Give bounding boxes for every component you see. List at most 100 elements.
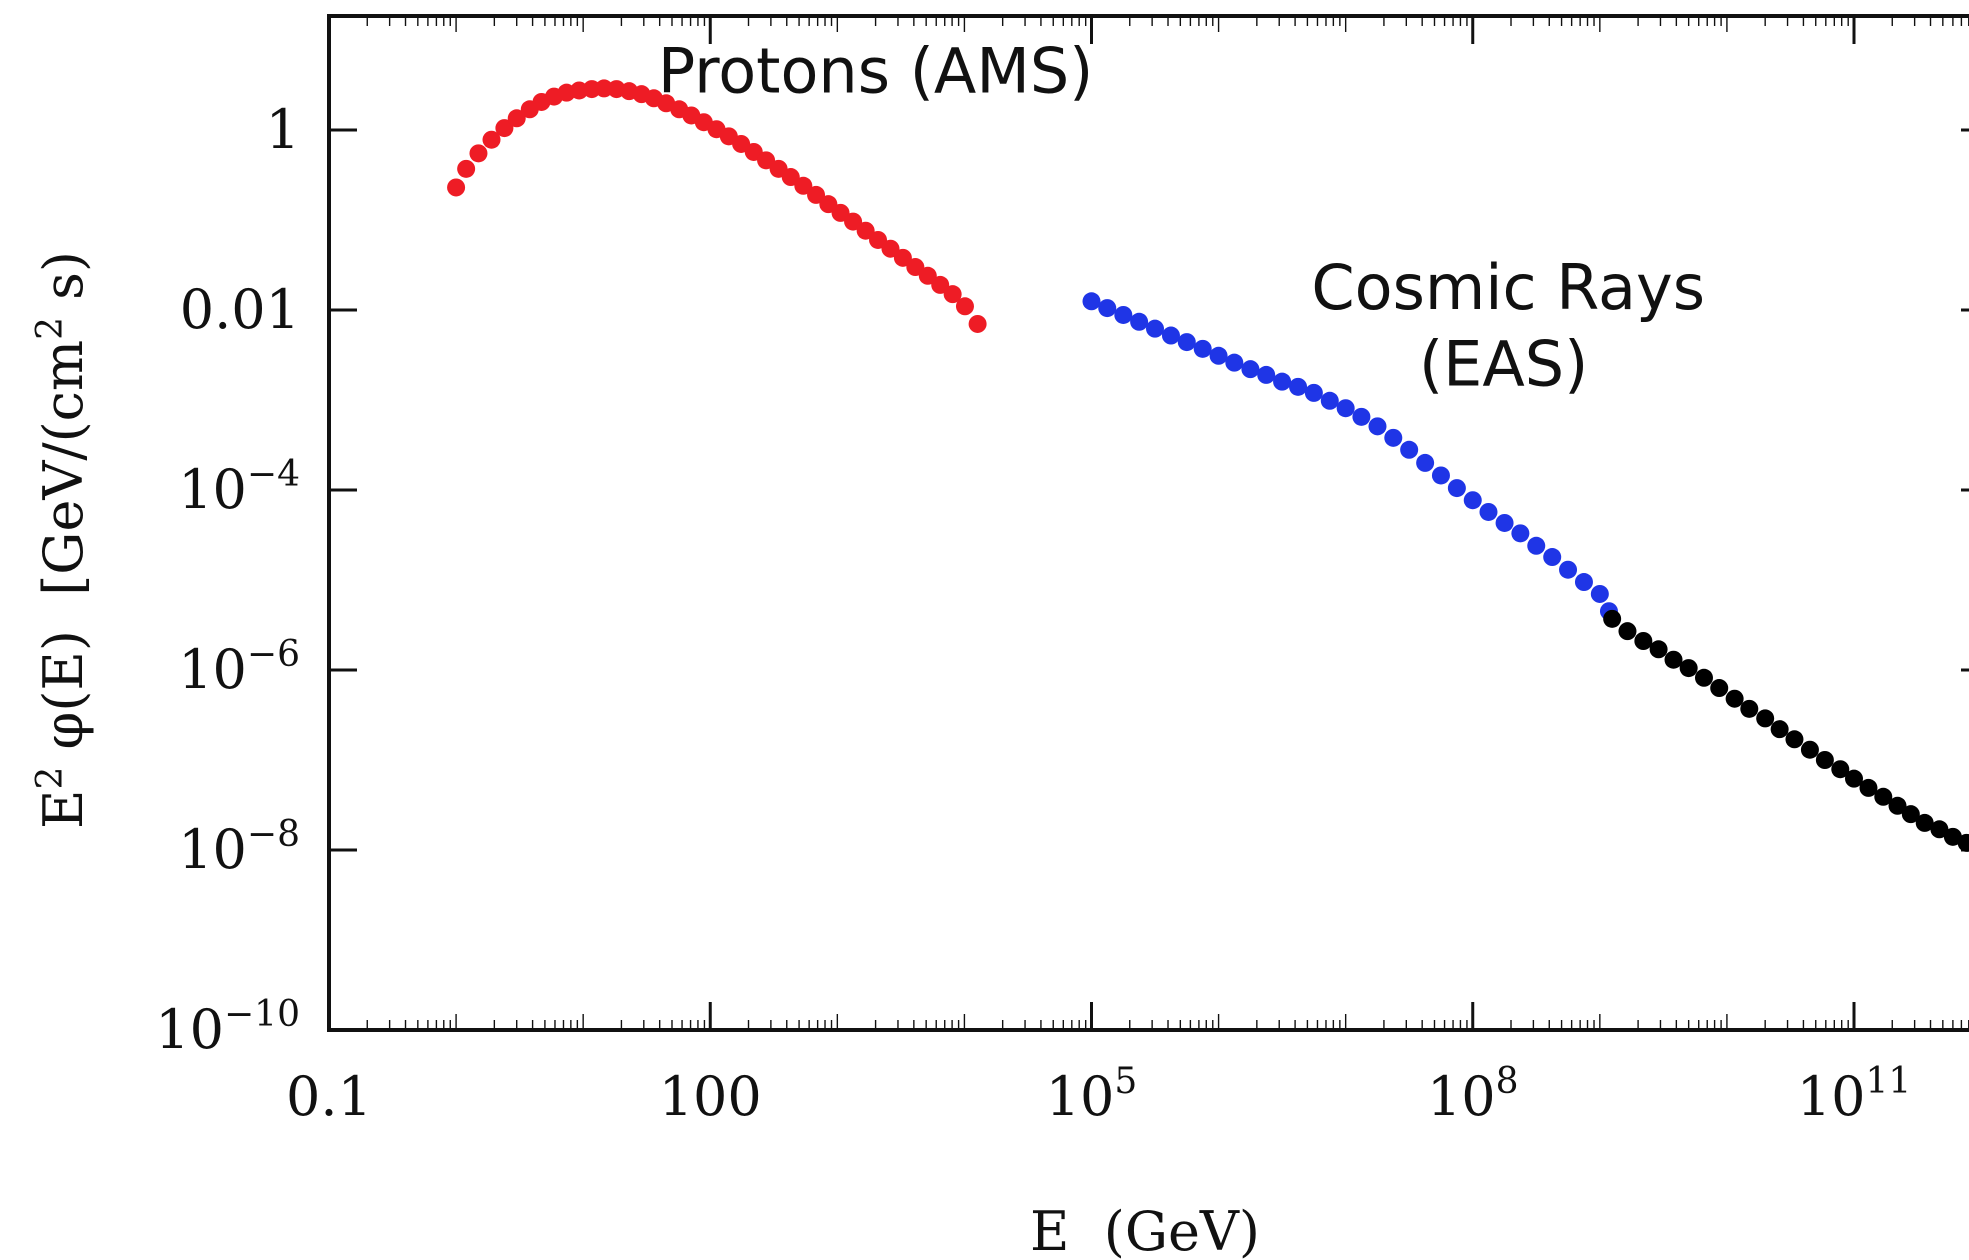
y-tick-label-base: 10 bbox=[155, 998, 224, 1061]
x-tick-label-base: 10 bbox=[1797, 1065, 1866, 1128]
x-tick-label: 108 bbox=[1427, 1061, 1519, 1128]
y-tick-label-exp: −10 bbox=[224, 994, 300, 1035]
data-point bbox=[931, 275, 950, 294]
data-point bbox=[1915, 813, 1934, 832]
data-point bbox=[1740, 699, 1759, 718]
x-tick-label-exp: 11 bbox=[1865, 1061, 1911, 1102]
data-point bbox=[1874, 787, 1893, 806]
data-point bbox=[457, 159, 476, 178]
data-point bbox=[807, 185, 826, 204]
data-point bbox=[1161, 326, 1180, 345]
data-point bbox=[968, 314, 987, 333]
data-point bbox=[1193, 339, 1212, 358]
x-tick-label: 0.1 bbox=[286, 1065, 372, 1128]
x-tick-label-exp: 8 bbox=[1496, 1061, 1519, 1102]
data-point bbox=[781, 168, 800, 187]
y-tick-label: 10−8 bbox=[178, 814, 300, 881]
y-tick-label: 10−6 bbox=[178, 634, 300, 701]
y-tick-label: 10−10 bbox=[155, 994, 300, 1061]
y-tick-label-base: 0.01 bbox=[180, 278, 300, 341]
x-tick-label-base: 10 bbox=[1046, 1065, 1115, 1128]
y-tick-label: 0.01 bbox=[180, 278, 300, 341]
y-axis-title-end: s) bbox=[32, 251, 95, 317]
data-point bbox=[1114, 305, 1133, 324]
data-point bbox=[1725, 689, 1744, 708]
x-tick-labels: 0.1 100 105 108 1011 bbox=[286, 1061, 1911, 1128]
series-layer bbox=[447, 79, 1969, 852]
data-point bbox=[1634, 632, 1653, 651]
y-axis-title-exp2: 2 bbox=[30, 317, 71, 340]
y-tick-label-base: 10 bbox=[178, 458, 247, 521]
y-axis-title-mid: φ(E) [GeV/(cm bbox=[32, 340, 95, 767]
y-tick-label-base: 10 bbox=[178, 818, 247, 881]
x-tick-label-base: 10 bbox=[1427, 1065, 1496, 1128]
series-2 bbox=[1603, 609, 1969, 852]
plot-frame bbox=[327, 14, 1969, 1032]
x-tick-label-base: 100 bbox=[659, 1065, 762, 1128]
data-point bbox=[1082, 292, 1101, 311]
y-tick-label: 10−4 bbox=[178, 454, 300, 521]
data-point bbox=[1257, 365, 1276, 384]
data-point bbox=[1618, 622, 1637, 641]
data-point bbox=[1320, 391, 1339, 410]
data-point bbox=[1845, 769, 1863, 788]
data-point bbox=[1368, 417, 1387, 436]
y-tick-label-base: 1 bbox=[266, 98, 300, 161]
minor-ticks bbox=[328, 16, 1969, 1030]
y-tick-label-base: 10 bbox=[178, 638, 247, 701]
data-point bbox=[1943, 827, 1962, 846]
annotation: Protons (AMS) bbox=[658, 35, 1094, 108]
data-point bbox=[1543, 548, 1562, 567]
x-tick-label: 105 bbox=[1046, 1061, 1138, 1128]
data-point bbox=[1664, 650, 1683, 669]
data-point bbox=[1304, 383, 1323, 402]
data-point bbox=[1384, 428, 1403, 447]
data-point bbox=[1859, 778, 1878, 797]
data-point bbox=[794, 176, 813, 195]
data-point bbox=[469, 144, 488, 163]
data-point bbox=[1225, 353, 1244, 372]
data-point bbox=[1756, 709, 1775, 728]
data-point bbox=[1336, 399, 1355, 418]
y-tick-label-exp: −8 bbox=[247, 814, 300, 855]
data-point bbox=[1416, 453, 1435, 472]
data-point bbox=[1930, 820, 1949, 839]
y-tick-label-exp: −4 bbox=[247, 454, 300, 495]
x-axis-title: E (GeV) bbox=[1030, 1200, 1260, 1260]
y-tick-label-exp: −6 bbox=[247, 634, 300, 675]
data-point bbox=[1831, 760, 1850, 779]
data-point bbox=[906, 258, 925, 277]
data-point bbox=[1527, 536, 1546, 555]
data-point bbox=[482, 130, 501, 149]
x-tick-label-exp: 5 bbox=[1114, 1061, 1137, 1102]
data-point bbox=[1463, 491, 1482, 510]
data-point bbox=[1649, 640, 1668, 659]
data-point bbox=[1431, 466, 1450, 485]
data-point bbox=[1603, 609, 1622, 628]
data-point bbox=[1209, 346, 1228, 365]
data-point bbox=[1679, 659, 1698, 678]
data-point bbox=[1479, 502, 1498, 521]
data-point bbox=[1815, 751, 1834, 769]
annotation: Cosmic Rays bbox=[1311, 251, 1705, 324]
y-axis-title-base: E bbox=[32, 790, 95, 829]
x-tick-label: 1011 bbox=[1797, 1061, 1912, 1128]
data-point bbox=[955, 297, 974, 316]
data-point bbox=[1352, 407, 1371, 426]
data-point bbox=[1241, 360, 1260, 379]
data-point bbox=[918, 266, 937, 285]
data-point bbox=[1559, 560, 1578, 579]
data-point bbox=[495, 119, 514, 138]
major-ticks bbox=[327, 16, 1969, 1032]
data-point bbox=[1694, 668, 1713, 687]
series-0 bbox=[447, 79, 987, 333]
data-point bbox=[1098, 299, 1117, 318]
data-point bbox=[869, 230, 888, 249]
data-point bbox=[1289, 377, 1308, 396]
data-point bbox=[1400, 440, 1419, 459]
data-point bbox=[856, 221, 875, 240]
y-axis-title: E2 φ(E) [GeV/(cm2 s) bbox=[30, 251, 95, 829]
data-point bbox=[1511, 524, 1530, 543]
